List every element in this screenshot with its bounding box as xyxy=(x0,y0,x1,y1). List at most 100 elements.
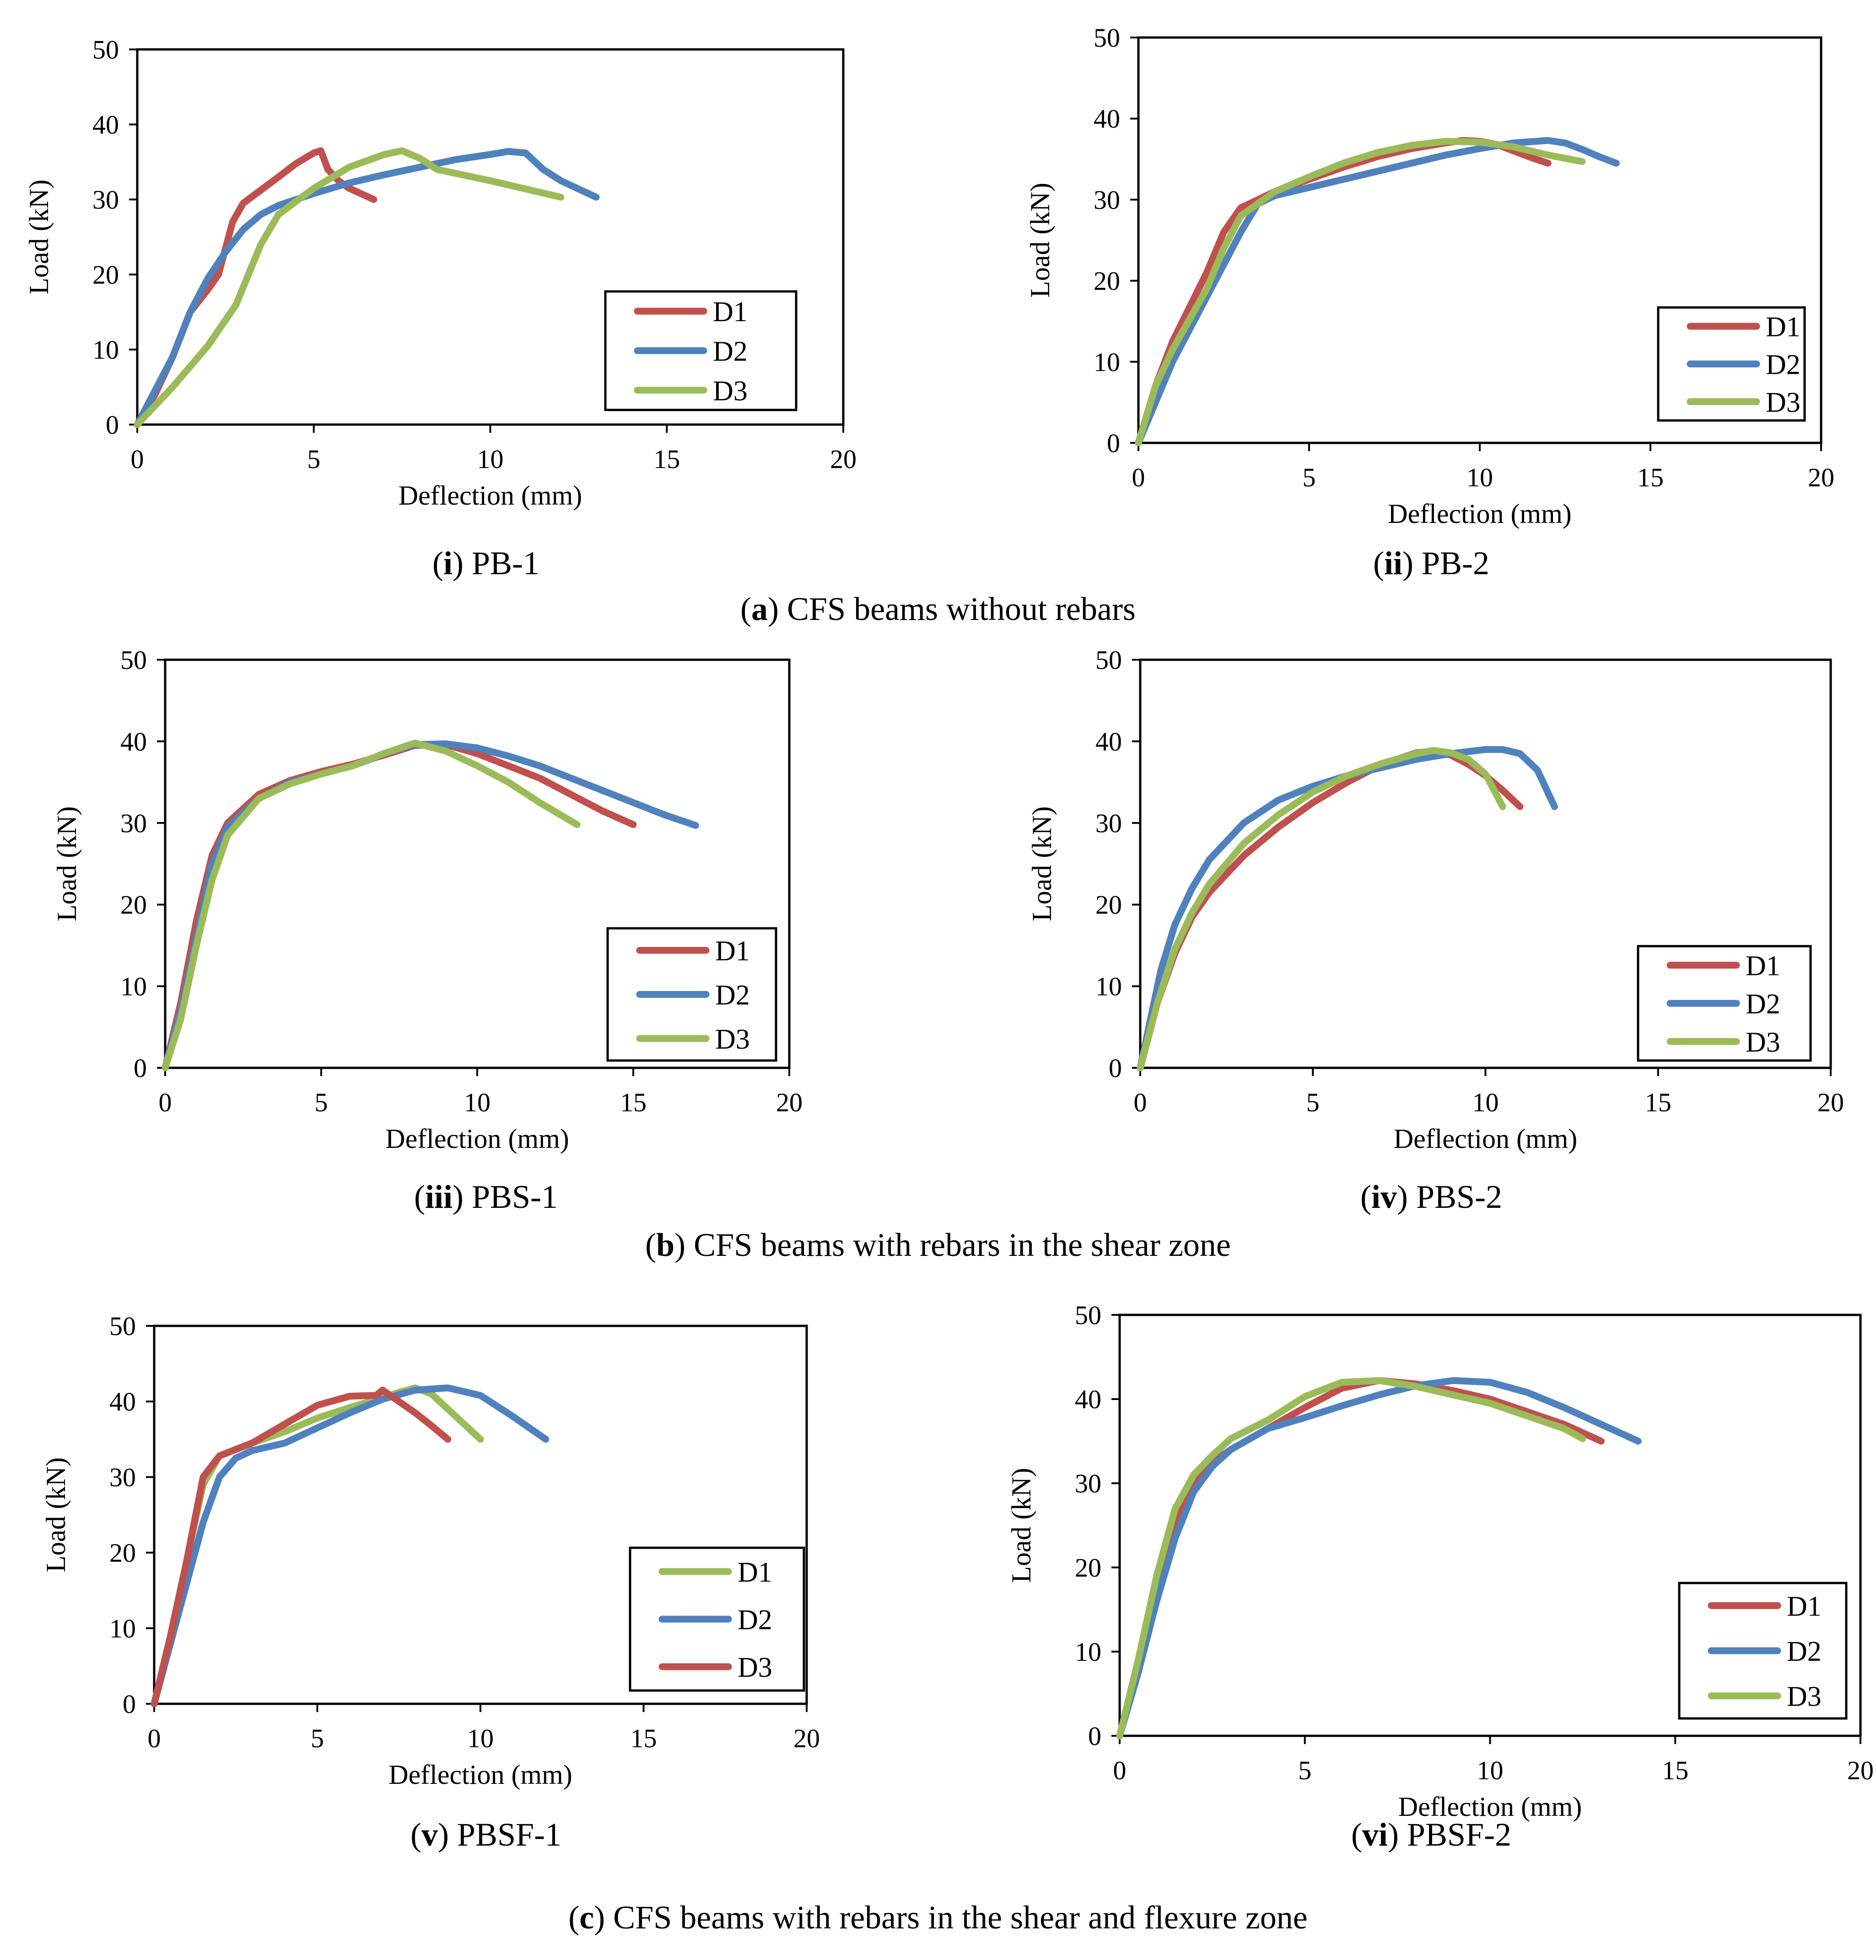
x-tick-label: 0 xyxy=(1134,1088,1147,1117)
legend-label-d1: D1 xyxy=(715,936,750,967)
y-tick-label: 40 xyxy=(1094,104,1120,134)
y-tick-label: 30 xyxy=(1075,1469,1101,1498)
legend-label-d3: D3 xyxy=(1787,1681,1822,1712)
y-tick-label: 30 xyxy=(109,1462,136,1492)
x-tick-label: 10 xyxy=(1472,1088,1499,1117)
x-tick-label: 15 xyxy=(620,1088,647,1117)
legend-label-d2: D2 xyxy=(1746,989,1780,1020)
x-tick-label: 0 xyxy=(1132,463,1145,492)
x-tick-label: 10 xyxy=(1477,1755,1504,1785)
y-tick-label: 0 xyxy=(123,1689,136,1719)
chart-panel-i: 0 5 10 15 20 0 10 20 30 40 50 Deflection (mm) Load (… xyxy=(24,35,857,582)
group-caption-a: (a) CFS beams without rebars xyxy=(740,591,1136,627)
series-line-d3 xyxy=(134,147,565,428)
x-axis-label: Deflection (mm) xyxy=(388,1760,572,1790)
y-tick-label: 0 xyxy=(1109,1053,1122,1083)
x-tick-label: 5 xyxy=(315,1088,328,1117)
y-axis-label: Load (kN) xyxy=(41,1457,71,1572)
y-tick-label: 50 xyxy=(1095,645,1122,675)
x-axis-label: Deflection (mm) xyxy=(399,480,582,511)
y-tick-label: 50 xyxy=(92,35,119,65)
y-tick-label: 50 xyxy=(120,645,147,675)
series-line-d2 xyxy=(1135,137,1620,447)
chart-panel-v: 0 5 10 15 20 0 10 20 30 40 50 Deflection (mm) Load (… xyxy=(41,1311,820,1853)
y-tick-label: 40 xyxy=(1075,1384,1101,1414)
x-tick-label: 0 xyxy=(1113,1755,1127,1785)
legend: D1 D2 D3 xyxy=(1678,1582,1848,1720)
y-tick-label: 40 xyxy=(92,110,119,140)
x-tick-label: 15 xyxy=(1637,463,1664,492)
legend: D1 D2 D3 xyxy=(606,927,777,1062)
y-tick-label: 20 xyxy=(92,260,119,290)
series-line-d1 xyxy=(1135,137,1552,447)
chart-panel-ii: 0 5 10 15 20 0 10 20 30 40 50 Deflection (mm) Load (… xyxy=(1025,23,1834,582)
panel-caption: (v) PBSF-1 xyxy=(410,1816,561,1853)
legend-label-d3: D3 xyxy=(713,376,748,407)
y-axis-label: Load (kN) xyxy=(1006,1468,1036,1583)
series-line-d3 xyxy=(1116,1377,1586,1739)
legend: D1 D2 D3 xyxy=(1657,306,1806,422)
legend: D1 D2 D3 xyxy=(604,290,798,411)
x-axis-label: Deflection (mm) xyxy=(385,1124,569,1154)
x-tick-label: 5 xyxy=(311,1723,324,1753)
x-tick-label: 10 xyxy=(477,444,504,474)
legend-label-d3: D3 xyxy=(1766,387,1801,418)
legend-label-d2: D2 xyxy=(1787,1636,1822,1667)
chart-panel-iii: 0 5 10 15 20 0 10 20 30 40 50 Deflection (mm) Load (… xyxy=(52,645,803,1215)
y-tick-label: 0 xyxy=(1107,428,1120,458)
y-tick-label: 30 xyxy=(120,808,147,838)
series-line-d2 xyxy=(1137,746,1558,1072)
y-tick-label: 30 xyxy=(92,185,119,215)
y-tick-label: 20 xyxy=(1075,1553,1101,1583)
y-tick-label: 50 xyxy=(1094,23,1120,53)
x-tick-label: 20 xyxy=(1808,463,1834,492)
legend-label-d1: D1 xyxy=(1746,951,1780,982)
legend-label-d1: D1 xyxy=(738,1557,772,1588)
x-tick-label: 5 xyxy=(307,444,320,474)
chart-panel-iv: 0 5 10 15 20 0 10 20 30 40 50 Deflection (mm) Load (… xyxy=(1027,645,1844,1215)
x-tick-label: 5 xyxy=(1298,1755,1311,1785)
group-caption-b: (b) CFS beams with rebars in the shear z… xyxy=(645,1227,1231,1263)
x-tick-label: 0 xyxy=(148,1723,161,1753)
series-line-d2 xyxy=(134,148,600,428)
y-axis-label: Load (kN) xyxy=(52,806,82,921)
panel-caption: (iii) PBS-1 xyxy=(414,1179,558,1215)
x-tick-label: 5 xyxy=(1306,1088,1320,1117)
y-axis-label: Load (kN) xyxy=(1027,806,1057,921)
y-tick-label: 50 xyxy=(1075,1300,1101,1330)
y-tick-label: 40 xyxy=(1095,727,1122,756)
y-tick-label: 40 xyxy=(120,727,147,756)
group-caption-c: (c) CFS beams with rebars in the shear a… xyxy=(568,1899,1307,1936)
legend-label-d3: D3 xyxy=(1746,1027,1780,1058)
x-tick-label: 15 xyxy=(1662,1755,1688,1785)
legend-label-d2: D2 xyxy=(738,1605,772,1636)
series-line-d1 xyxy=(162,741,637,1072)
legend-label-d3: D3 xyxy=(738,1652,772,1683)
x-tick-label: 10 xyxy=(467,1723,494,1753)
y-tick-label: 20 xyxy=(1095,890,1122,920)
x-axis-label: Deflection (mm) xyxy=(1398,1792,1582,1822)
y-tick-label: 10 xyxy=(120,972,147,1002)
panel-caption: (vi) PBSF-2 xyxy=(1351,1816,1511,1853)
x-tick-label: 15 xyxy=(653,444,680,474)
x-tick-label: 0 xyxy=(159,1088,172,1117)
x-tick-label: 15 xyxy=(1645,1088,1671,1117)
y-tick-label: 50 xyxy=(109,1311,136,1341)
x-tick-label: 20 xyxy=(1817,1088,1844,1117)
panel-caption: (iv) PBS-2 xyxy=(1360,1179,1502,1215)
series-line-d1 xyxy=(151,1384,484,1707)
x-tick-label: 10 xyxy=(464,1088,491,1117)
y-tick-label: 20 xyxy=(120,890,147,920)
chart-panel-vi: 0 5 10 15 20 0 10 20 30 40 50 Deflection (mm) Load (… xyxy=(1006,1300,1874,1853)
legend-label-d2: D2 xyxy=(713,336,748,367)
y-tick-label: 40 xyxy=(109,1387,136,1416)
legend-label-d2: D2 xyxy=(715,980,750,1011)
series-line-d3 xyxy=(162,739,581,1072)
x-tick-label: 0 xyxy=(131,444,144,474)
y-tick-label: 0 xyxy=(106,410,119,440)
y-axis-label: Load (kN) xyxy=(1025,183,1055,298)
legend-label-d1: D1 xyxy=(1787,1591,1822,1622)
series-line-d2 xyxy=(151,1384,550,1707)
